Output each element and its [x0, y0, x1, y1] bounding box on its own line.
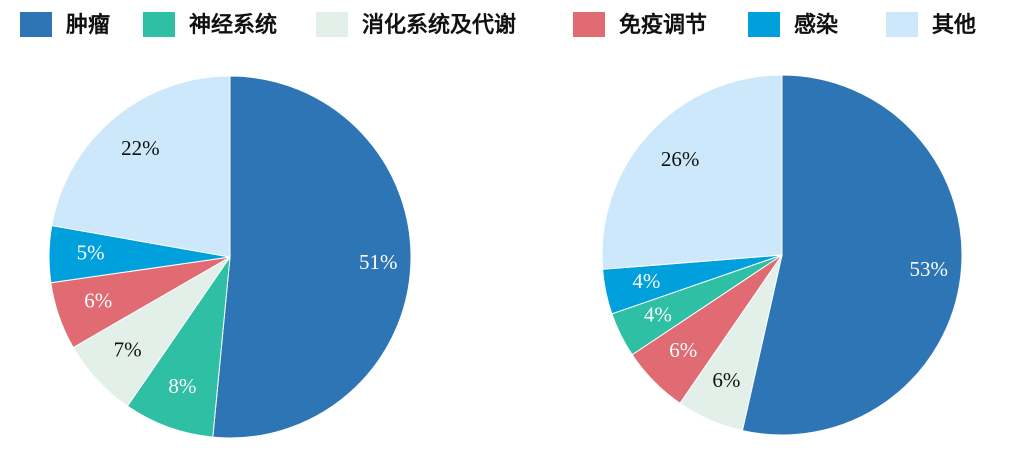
- legend-swatch: [20, 12, 52, 37]
- pie-slice: [126, 255, 231, 438]
- legend-swatch: [886, 12, 918, 37]
- legend-label: 肿瘤: [66, 12, 110, 38]
- data-label: 6%: [669, 338, 697, 362]
- legend-swatch: [573, 12, 605, 37]
- data-label: 51%: [359, 250, 398, 274]
- legend-label: 神经系统: [189, 12, 277, 38]
- data-label: 7%: [114, 337, 142, 361]
- data-label: 4%: [644, 302, 672, 326]
- pie-slice: [212, 75, 412, 439]
- legend-label: 消化系统及代谢: [362, 12, 516, 38]
- pie-slice: [51, 75, 231, 258]
- pie-slice: [741, 74, 963, 436]
- legend-swatch: [143, 12, 175, 37]
- data-label: 5%: [77, 241, 105, 265]
- data-label: 22%: [121, 136, 160, 160]
- legend-label: 其他: [932, 13, 976, 38]
- data-label: 4%: [632, 269, 660, 293]
- legend-label: 感染: [794, 12, 838, 38]
- legend-swatch: [316, 12, 348, 37]
- data-label: 26%: [661, 147, 700, 171]
- pie-slice: [601, 74, 783, 270]
- data-label: 6%: [712, 368, 740, 392]
- legend-label: 免疫调节: [619, 12, 707, 38]
- data-label: 6%: [84, 288, 112, 312]
- legend-swatch: [748, 12, 780, 37]
- data-label: 53%: [909, 257, 948, 281]
- data-label: 8%: [168, 374, 196, 398]
